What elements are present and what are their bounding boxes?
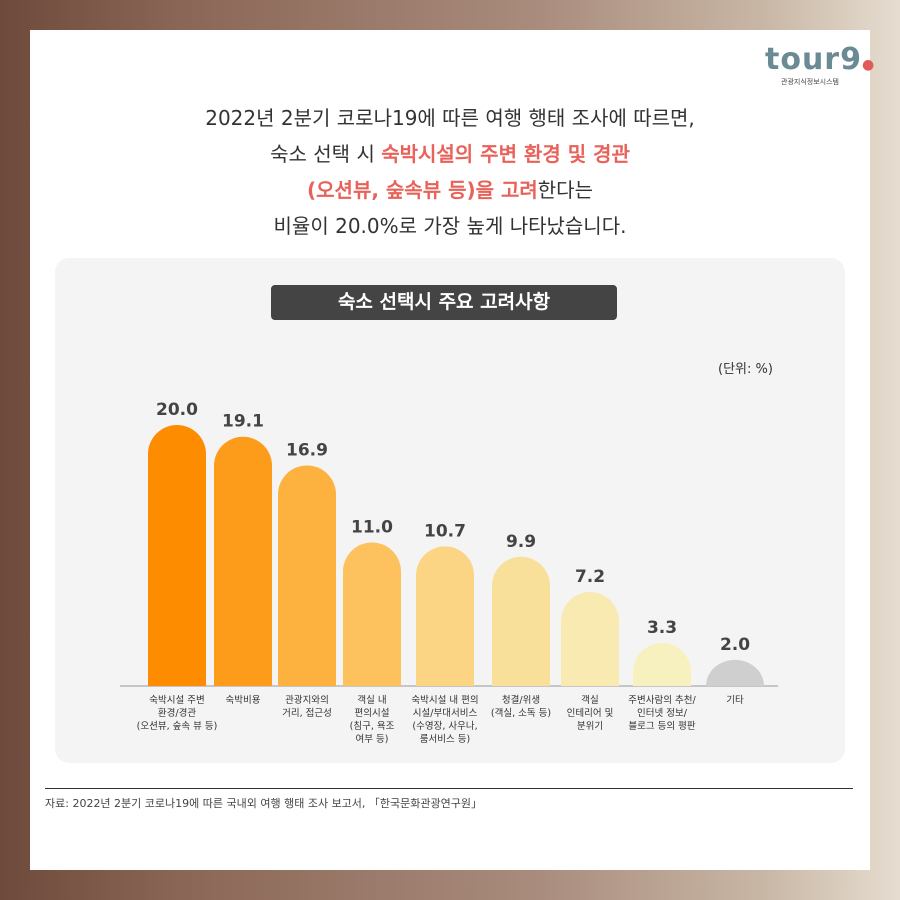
bar: [706, 659, 764, 686]
category-label: 시설/부대서비스: [413, 708, 478, 719]
category-label: 청결/위생: [502, 694, 540, 706]
category-label: 숙박비용: [226, 695, 261, 706]
bar: [416, 546, 474, 686]
category-label: 숙박시설 주변: [149, 695, 204, 706]
headline-highlight: 숙박시설의 주변 환경 및 경관: [381, 142, 630, 166]
chart-title: 숙소 선택시 주요 고려사항: [271, 285, 617, 320]
category-label: 객실 내: [357, 695, 386, 706]
unit-label: (단위: %): [718, 362, 773, 377]
category-label: 숙박시설 내 편의: [411, 694, 478, 706]
data-label: 19.1: [222, 412, 264, 432]
category-label: 객실: [581, 695, 598, 706]
source-note: 자료: 2022년 2분기 코로나19에 따른 국내외 여행 행태 조사 보고서…: [45, 797, 482, 810]
bar: [148, 425, 206, 686]
data-label: 9.9: [506, 532, 536, 552]
category-label: (수영장, 사우나,: [412, 721, 477, 732]
category-label: 여부 등): [356, 733, 389, 745]
logo-subtitle: 관광지식정보시스템: [781, 78, 839, 86]
bar: [278, 465, 336, 686]
category-label: (객실, 소독 등): [491, 708, 551, 719]
bar: [343, 542, 401, 686]
data-label: 7.2: [575, 567, 605, 587]
data-label: 2.0: [720, 635, 750, 655]
divider: [45, 788, 853, 789]
category-label: 환경/경관: [158, 707, 196, 719]
headline-line: 비율이 20.0%로 가장 높게 나타났습니다.: [273, 214, 627, 238]
category-label: (침구, 욕조: [350, 721, 395, 732]
bar: [214, 436, 272, 686]
category-label: 블로그 등의 평판: [628, 721, 695, 732]
headline-line: 2022년 2분기 코로나19에 따른 여행 행태 조사에 따르면,: [205, 106, 695, 130]
category-label: 인터넷 정보/: [637, 708, 688, 719]
headline-text: 한다는: [537, 178, 593, 202]
headline-highlight: (오션뷰, 숲속뷰 등)을 고려: [307, 178, 538, 202]
category-label: 관광지와의: [285, 694, 329, 706]
category-label: 룸서비스 등): [420, 734, 470, 745]
category-label: 분위기: [577, 720, 603, 732]
category-label: 기타: [726, 695, 744, 706]
category-label: 편의시설: [355, 707, 390, 719]
headline: 2022년 2분기 코로나19에 따른 여행 행태 조사에 따르면, 숙소 선택…: [30, 100, 870, 244]
data-label: 10.7: [424, 521, 466, 541]
infographic-card: tour9● 관광지식정보시스템 2022년 2분기 코로나19에 따른 여행 …: [30, 30, 874, 870]
data-label: 16.9: [286, 440, 328, 460]
bar: [633, 642, 691, 686]
category-label: (오션뷰, 숲속 뷰 등): [137, 721, 218, 732]
category-label: 거리, 접근성: [282, 707, 332, 719]
data-label: 11.0: [351, 517, 393, 537]
logo: tour9● 관광지식정보시스템: [765, 42, 874, 87]
logo-word: tour9: [765, 42, 862, 77]
data-label: 3.3: [647, 618, 677, 638]
category-label: 주변사람의 추천/: [628, 694, 696, 706]
bar: [492, 556, 550, 686]
headline-text: 숙소 선택 시: [270, 142, 382, 166]
bar: [561, 592, 619, 686]
category-label: 인테리어 및: [567, 707, 614, 719]
data-label: 20.0: [156, 400, 198, 420]
location-pin-icon: ●: [861, 57, 875, 73]
